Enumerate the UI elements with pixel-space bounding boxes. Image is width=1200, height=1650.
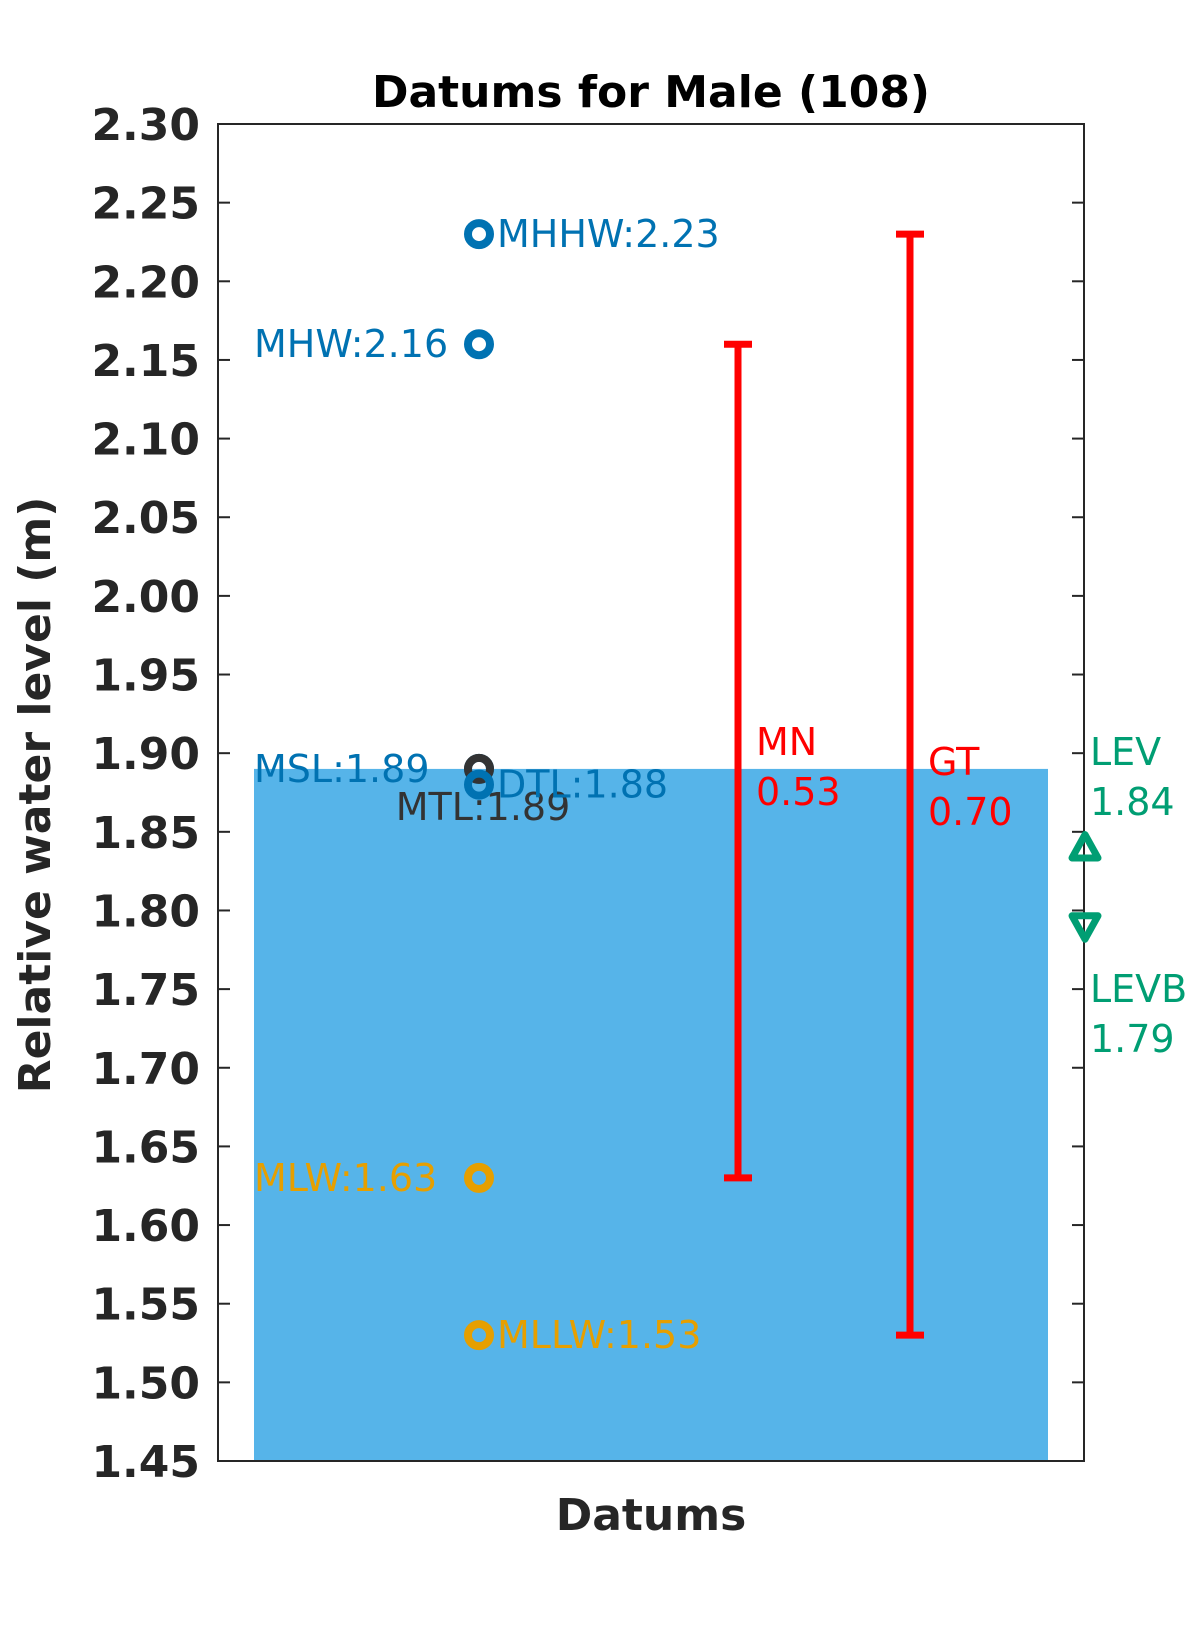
levb-marker: [1068, 912, 1102, 943]
mtl-marker: [464, 753, 494, 784]
mn-value-label: 0.53: [756, 770, 841, 814]
lev-marker: [1068, 831, 1102, 862]
mlw-marker: [464, 1162, 494, 1193]
y-tick-label-7: 1.95: [91, 651, 200, 702]
mllw-label: MLLW:1.53: [497, 1313, 701, 1357]
y-tick-label-15: 1.55: [91, 1280, 200, 1331]
mlw-label: MLW:1.63: [254, 1156, 437, 1200]
y-tick-label-13: 1.65: [91, 1122, 200, 1173]
y-tick-label-0: 2.30: [91, 100, 200, 151]
plot-area: 2.30 2.25 2.20 2.15 2.10 2.05 2.00 1.95 1.90 1.85…: [91, 100, 1187, 1488]
mllw-marker: [464, 1320, 494, 1351]
y-tick-label-4: 2.10: [91, 415, 200, 466]
mhw-label: MHW:2.16: [254, 322, 448, 366]
y-tick-label-8: 1.90: [91, 729, 200, 780]
y-tick-label-12: 1.70: [91, 1044, 200, 1095]
lev-value-label: 1.84: [1090, 780, 1175, 824]
y-tick-label-6: 2.00: [91, 572, 200, 623]
levb-value-label: 1.79: [1090, 1017, 1175, 1061]
gt-value-label: 0.70: [928, 790, 1013, 834]
mn-label: MN: [756, 720, 817, 764]
mhw-marker: [464, 329, 494, 360]
y-tick-label-1: 2.25: [91, 179, 200, 230]
mhhw-label: MHHW:2.23: [497, 212, 720, 256]
y-tick-label-17: 1.45: [91, 1437, 200, 1488]
mhhw-marker: [464, 219, 494, 250]
y-tick-label-11: 1.75: [91, 965, 200, 1016]
axes-box: [217, 123, 1085, 1462]
y-tick-label-14: 1.60: [91, 1201, 200, 1252]
y-tick-label-3: 2.15: [91, 336, 200, 387]
x-axis-label: Datums: [556, 1490, 747, 1541]
dtl-label: DTL:1.88: [497, 763, 668, 807]
lev-label: LEV: [1090, 730, 1161, 774]
y-axis-label: Relative water level (m): [10, 497, 61, 1094]
y-tick-label-5: 2.05: [91, 493, 200, 544]
msl-fill-area: [254, 768, 1048, 1461]
y-tick-label-16: 1.50: [91, 1358, 200, 1409]
dtl-marker: [464, 769, 494, 800]
y-tick-label-2: 2.20: [91, 257, 200, 308]
chart-title: Datums for Male (108): [372, 67, 930, 118]
msl-label: MSL:1.89: [254, 747, 430, 791]
y-tick-label-10: 1.80: [91, 886, 200, 937]
y-tick-label-9: 1.85: [91, 808, 200, 859]
gt-label: GT: [928, 740, 980, 784]
levb-label: LEVB: [1090, 967, 1187, 1011]
